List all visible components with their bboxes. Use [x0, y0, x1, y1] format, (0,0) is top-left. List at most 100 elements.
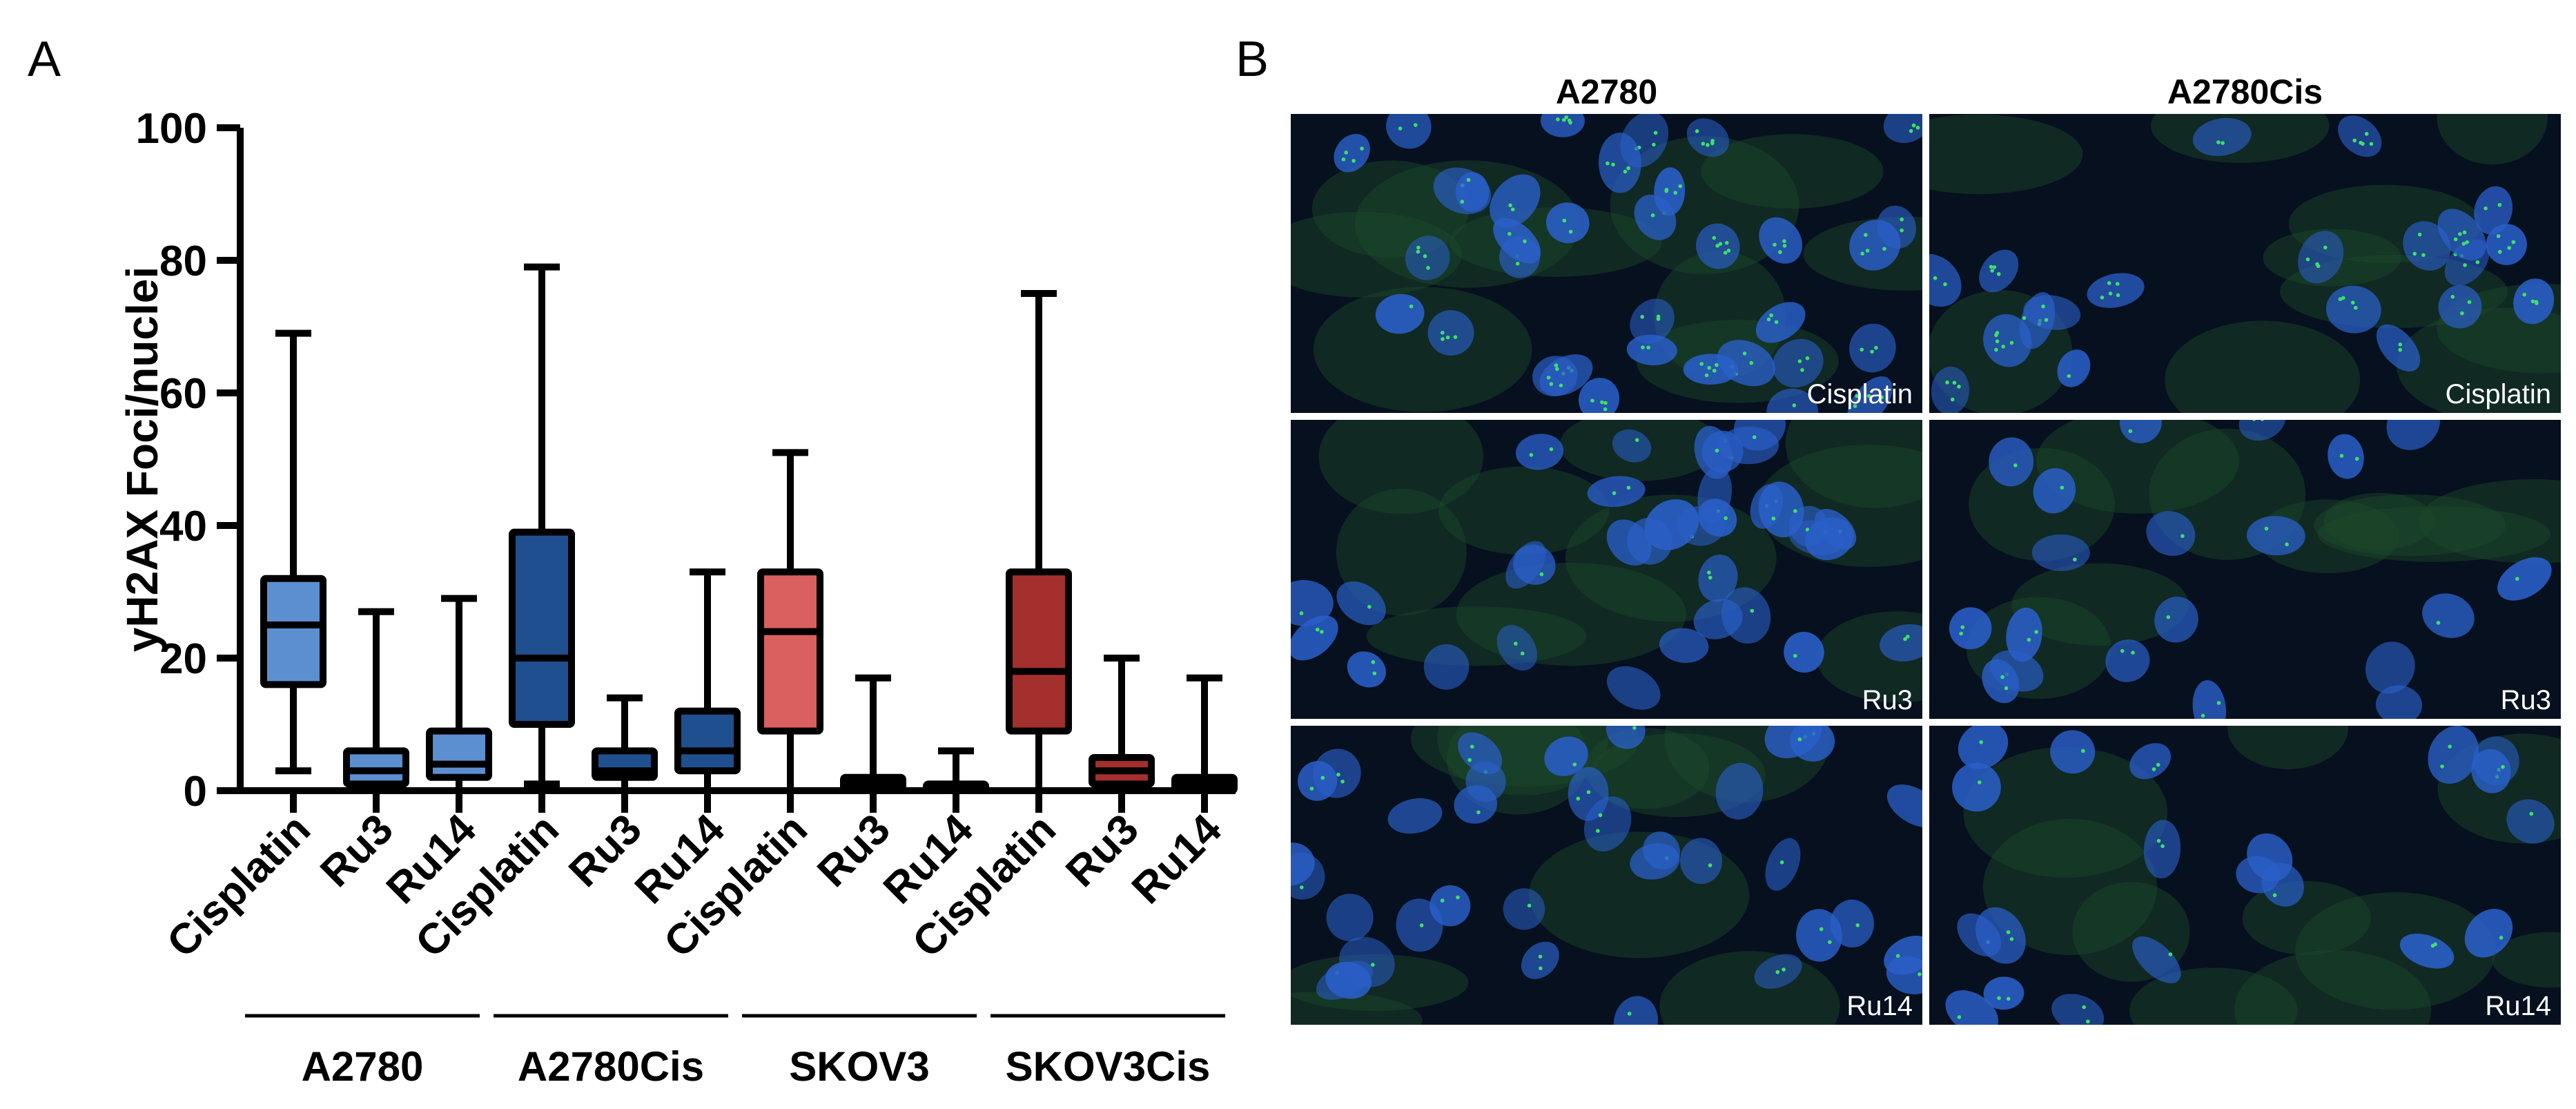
micrograph-row-label: Cisplatin [1807, 379, 1913, 409]
foci-dot [2501, 764, 2505, 769]
micrograph-a2780cis-ru3: Ru3 [1929, 420, 2561, 719]
cytoplasm [2165, 320, 2361, 413]
nucleus [1532, 356, 1578, 397]
foci-dot [1933, 276, 1938, 280]
foci-dot [1905, 635, 1910, 639]
foci-dot [2086, 1019, 2090, 1024]
cytoplasm [2256, 499, 2399, 574]
nucleus [2403, 221, 2451, 271]
nucleus [1433, 167, 1492, 215]
foci-dot [2354, 456, 2359, 461]
foci-dot [1507, 231, 1512, 236]
foci-dot [1520, 651, 1525, 656]
foci-dot [1586, 790, 1591, 794]
nucleus [1347, 651, 1386, 688]
foci-dot [1990, 269, 1995, 273]
nucleus [1496, 625, 1537, 671]
foci-dot [1612, 491, 1617, 495]
foci-dot [1549, 382, 1554, 386]
nucleus [2105, 639, 2150, 682]
foci-dot [1554, 363, 1559, 367]
foci-dot [1426, 266, 1430, 270]
foci-dot [1726, 249, 1731, 253]
nucleus [1291, 580, 1334, 626]
foci-dot [1860, 347, 1864, 352]
nucleus [2386, 420, 2441, 450]
nucleus [1698, 554, 1738, 602]
nucleus [1606, 666, 1661, 710]
foci-dot [2107, 281, 2111, 285]
foci-dot [1673, 191, 1678, 195]
foci-dot [1562, 218, 1567, 223]
micrograph-content [1291, 420, 1922, 710]
nucleus [1693, 599, 1743, 639]
foci-dot [1701, 142, 1706, 146]
nucleus [2132, 936, 2181, 983]
foci-dot [2436, 621, 2441, 625]
foci-dot [1996, 272, 2001, 276]
nucleus [2399, 934, 2455, 969]
foci-dot [1874, 345, 1878, 350]
foci-dot [1650, 213, 1655, 218]
nucleus [1683, 354, 1739, 385]
foci-dot [1626, 485, 1631, 490]
foci-dot [1774, 320, 1779, 325]
foci-dot [2461, 242, 2466, 246]
foci-dot [2285, 542, 2289, 547]
x-tick-label: Cisplatin [158, 805, 320, 967]
nucleus [1458, 732, 1503, 775]
foci-dot [2216, 140, 2221, 144]
foci-dot [1641, 345, 1645, 349]
foci-dot [2272, 893, 2277, 898]
micrograph-a2780-ru14: Ru14 [1291, 726, 1922, 1025]
foci-dot [1805, 356, 1810, 360]
foci-dot [1752, 435, 1757, 439]
nucleus [1686, 118, 1730, 157]
foci-dot [1791, 414, 1795, 418]
foci-dot [2004, 686, 2009, 691]
foci-dot [1598, 813, 1603, 818]
foci-dot [2484, 206, 2488, 211]
nucleus [1784, 631, 1824, 673]
foci-dot [1715, 448, 1719, 453]
iqr-box [426, 727, 492, 781]
nucleus [2506, 799, 2555, 844]
foci-dot [1715, 363, 1719, 367]
foci-dot [2060, 485, 2065, 490]
foci-dot [2511, 240, 2516, 244]
foci-dot [2462, 230, 2467, 235]
cytoplasm [2129, 967, 2298, 1025]
cytoplasm [2419, 479, 2561, 563]
micrograph-row-label: Ru3 [2501, 685, 2551, 715]
foci-dot [2081, 749, 2085, 753]
cytoplasm [1584, 728, 1710, 809]
foci-dot [2354, 305, 2358, 310]
foci-dot [1911, 123, 1916, 128]
nucleus [1877, 205, 1916, 249]
foci-dot [1623, 169, 1628, 174]
foci-dot [1611, 162, 1615, 167]
foci-dot [1900, 217, 1904, 222]
micrograph-background [1291, 420, 1922, 719]
nucleus [1598, 133, 1641, 193]
foci-dot [2166, 615, 2171, 619]
foci-dot [2034, 630, 2038, 634]
foci-dot [1398, 126, 1403, 131]
foci-dot [2430, 943, 2435, 948]
nucleus [1931, 366, 1970, 413]
nucleus [1755, 302, 1806, 343]
panel-label-a: A [28, 32, 61, 87]
foci-dot [1635, 438, 1639, 442]
foci-dot [1775, 970, 1780, 974]
foci-dot [1865, 249, 1870, 253]
cytoplasm [2011, 563, 2189, 646]
nucleus [2057, 349, 2091, 387]
foci-dot [1724, 240, 1729, 245]
cytoplasm [1963, 746, 2168, 878]
foci-dot [1695, 129, 1699, 133]
foci-dot [2006, 930, 2011, 934]
box-ru14-a2780cis: Ru14 [626, 568, 741, 913]
cytoplasm [1291, 992, 1423, 1025]
y-tick-label: 0 [184, 768, 207, 816]
